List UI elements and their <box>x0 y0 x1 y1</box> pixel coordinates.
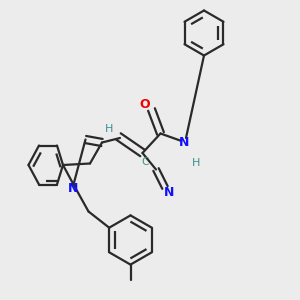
Text: H: H <box>192 158 201 169</box>
Text: N: N <box>68 182 79 195</box>
Text: O: O <box>140 98 150 111</box>
Text: N: N <box>164 185 175 199</box>
Text: C: C <box>142 157 149 167</box>
Text: N: N <box>179 136 190 149</box>
Text: H: H <box>105 124 114 134</box>
